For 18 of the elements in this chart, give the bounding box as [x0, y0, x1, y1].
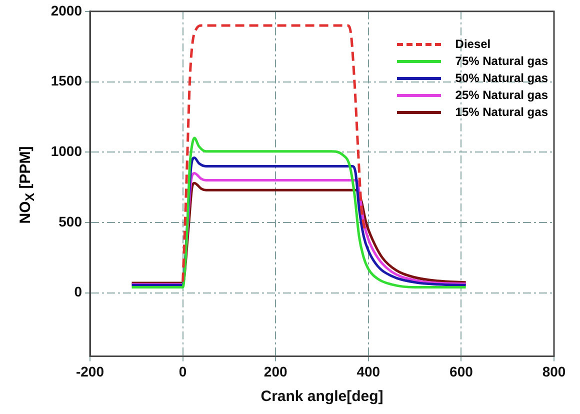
y-tick-label: 2000	[50, 2, 82, 18]
legend-label: 15% Natural gas	[455, 104, 548, 121]
x-axis-title: Crank angle[deg]	[260, 388, 384, 406]
y-tick-label: 1500	[50, 72, 82, 89]
y-tick-label: 1000	[50, 142, 82, 159]
legend-label: 75% Natural gas	[455, 53, 548, 70]
y-tick-label: 500	[58, 213, 82, 230]
line-series	[182, 24, 366, 283]
x-tick-label: -200	[76, 363, 104, 380]
x-tick-label: 400	[356, 363, 380, 380]
x-tick-label: 200	[264, 363, 288, 380]
legend-label: 50% Natural gas	[455, 70, 548, 87]
legend-label: 25% Natural gas	[455, 87, 548, 104]
x-tick-label: 0	[178, 363, 187, 380]
x-tick-label: 600	[450, 363, 474, 380]
y-tick-label: 0	[74, 284, 82, 300]
legend-label: Diesel	[455, 36, 491, 53]
x-tick-label: 800	[542, 363, 566, 380]
